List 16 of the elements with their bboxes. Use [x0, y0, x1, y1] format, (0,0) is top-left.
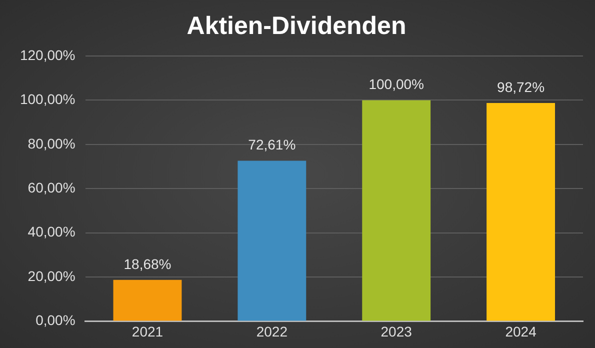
chart-title: Aktien-Dividenden	[186, 12, 406, 40]
data-label: 72,61%	[248, 136, 296, 153]
y-tick-label: 80,00%	[28, 135, 76, 152]
x-tick-label: 2023	[380, 323, 412, 340]
data-label: 100,00%	[368, 76, 424, 92]
data-label: 98,72%	[497, 78, 545, 95]
data-label: 18,68%	[124, 256, 172, 272]
x-tick-label: 2022	[256, 323, 288, 340]
x-tick-label: 2024	[505, 323, 537, 340]
x-tick-label: 2021	[132, 323, 164, 340]
y-tick-label: 0,00%	[36, 312, 76, 328]
y-tick-label: 100,00%	[20, 91, 76, 108]
y-tick-label: 60,00%	[28, 179, 76, 196]
y-tick-label: 40,00%	[28, 224, 76, 240]
y-tick-label: 20,00%	[28, 268, 76, 284]
y-tick-label: 120,00%	[20, 46, 76, 63]
